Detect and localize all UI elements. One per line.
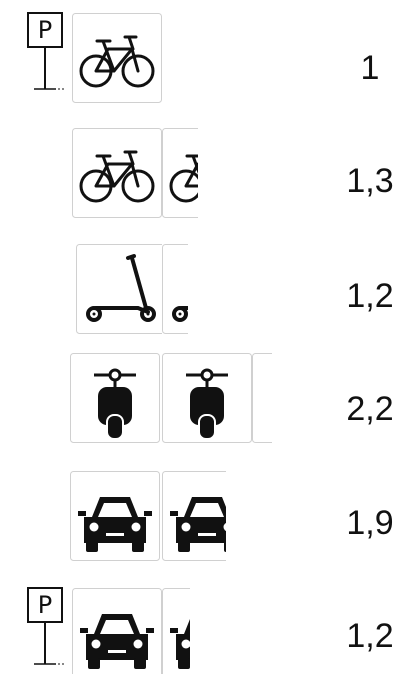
row-value: 1,3 (346, 162, 393, 200)
icon-tile (72, 588, 162, 674)
row: 2,2 (70, 353, 394, 443)
tile-border (72, 128, 162, 218)
icon-tile (252, 353, 318, 443)
row: 1,2 (76, 244, 394, 334)
icon-tile (162, 244, 188, 334)
row-value: 1 (361, 49, 380, 87)
parking-sign: P (27, 12, 64, 90)
icon-tile (76, 244, 162, 334)
row-value: 2,2 (346, 390, 393, 428)
moped-icon (276, 370, 318, 439)
row: 1,9 (70, 471, 394, 561)
row: P 1,2 (27, 587, 394, 674)
row-value: 1,9 (346, 504, 393, 542)
row: 1,3 (72, 128, 394, 218)
parking-sign: P (27, 587, 64, 665)
icon-tile (70, 353, 160, 443)
icon-tile (162, 471, 226, 561)
icon-tile (162, 588, 190, 674)
row-value: 1,2 (346, 617, 393, 655)
sign-letter: P (38, 16, 52, 44)
icon-tile (70, 471, 160, 561)
tile-border (72, 13, 162, 103)
icon-tile (72, 13, 162, 103)
sign-box (27, 587, 63, 623)
icon-tile (162, 128, 198, 218)
icon-tile (72, 128, 162, 218)
sign-letter: P (38, 591, 52, 619)
tile-border (252, 353, 272, 443)
tile-border (162, 244, 188, 334)
row-value: 1,2 (346, 277, 393, 315)
icon-tile (162, 353, 252, 443)
row: P1 (27, 12, 380, 103)
